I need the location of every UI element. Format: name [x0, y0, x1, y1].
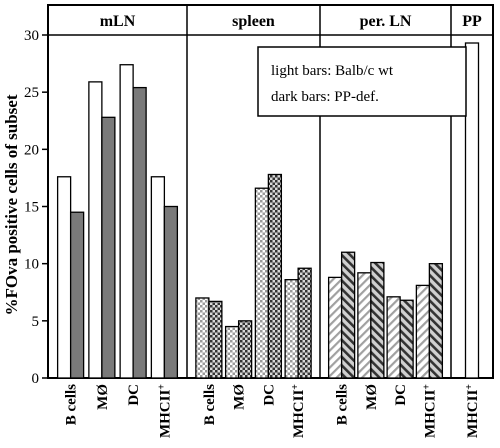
y-tick-label: 25	[24, 85, 39, 101]
bar-dark-mLN-2	[132, 86, 147, 379]
group-title-2: per. LN	[360, 13, 412, 30]
bar-light-spleen-3	[284, 279, 299, 379]
bar-dark-mLN-3	[163, 205, 179, 379]
plot-area: 0 5 10 15 20 25 30 mLN B cells MØ DC MHCII+ spleen B …	[24, 4, 494, 438]
bar-light-PP-0	[464, 42, 480, 379]
group-title-3: PP	[462, 13, 482, 30]
y-tick-label: 20	[24, 142, 39, 158]
x-tick-label: B cells	[202, 384, 218, 425]
x-tick-label: DC	[261, 384, 277, 406]
legend-line-light: light bars: Balb/c wt	[271, 63, 394, 79]
bar-light-spleen-0	[195, 297, 210, 379]
x-tick-label: MØ	[364, 384, 380, 410]
bar-light-spleen-1	[224, 325, 240, 379]
bar-light-mLN-1	[88, 81, 103, 379]
y-tick-label: 5	[32, 314, 40, 330]
bar-light-mLN-0	[56, 176, 72, 379]
bar-dark-per. LN-2	[399, 299, 414, 379]
x-tick-label: MØ	[95, 384, 111, 410]
bar-light-mLN-3	[150, 176, 166, 379]
x-tick-label: B cells	[335, 384, 351, 425]
legend: light bars: Balb/c wt dark bars: PP-def.	[257, 46, 467, 117]
bar-dark-mLN-1	[101, 116, 116, 379]
bar-dark-spleen-1	[237, 320, 253, 379]
x-tick-label: MHCII+	[156, 384, 174, 438]
x-tick-label: DC	[126, 384, 142, 406]
x-tick-label: MØ	[232, 384, 248, 410]
x-tick-label: B cells	[64, 384, 80, 425]
legend-box	[257, 46, 467, 117]
y-tick-label: 0	[32, 371, 40, 387]
y-axis-label: %FOva positive cells of subset	[2, 94, 21, 315]
legend-line-dark: dark bars: PP-def.	[271, 89, 379, 105]
bar-dark-per. LN-3	[428, 263, 444, 379]
bar-light-per. LN-0	[327, 276, 343, 379]
bar-dark-spleen-2	[267, 173, 283, 379]
bar-dark-per. LN-0	[340, 251, 356, 379]
group-title-1: spleen	[232, 13, 275, 30]
bar-dark-spleen-3	[297, 267, 312, 379]
bar-dark-spleen-0	[208, 300, 223, 379]
x-tick-label: DC	[393, 384, 409, 406]
bar-light-mLN-2	[119, 64, 134, 379]
y-tick-label: 15	[24, 200, 39, 216]
group-title-0: mLN	[100, 13, 136, 30]
bar-dark-per. LN-1	[370, 261, 385, 379]
bar-light-spleen-2	[254, 187, 270, 379]
bar-dark-mLN-0	[69, 211, 85, 379]
bar-light-per. LN-2	[386, 296, 401, 379]
x-tick-label: MHCII+	[464, 384, 482, 438]
x-tick-label: MHCII+	[290, 384, 308, 438]
bar-light-per. LN-1	[357, 272, 372, 379]
y-tick-label: 10	[24, 257, 39, 273]
x-tick-label: MHCII+	[421, 384, 439, 438]
bar-light-per. LN-3	[415, 284, 431, 379]
y-tick-label: 30	[24, 28, 39, 44]
